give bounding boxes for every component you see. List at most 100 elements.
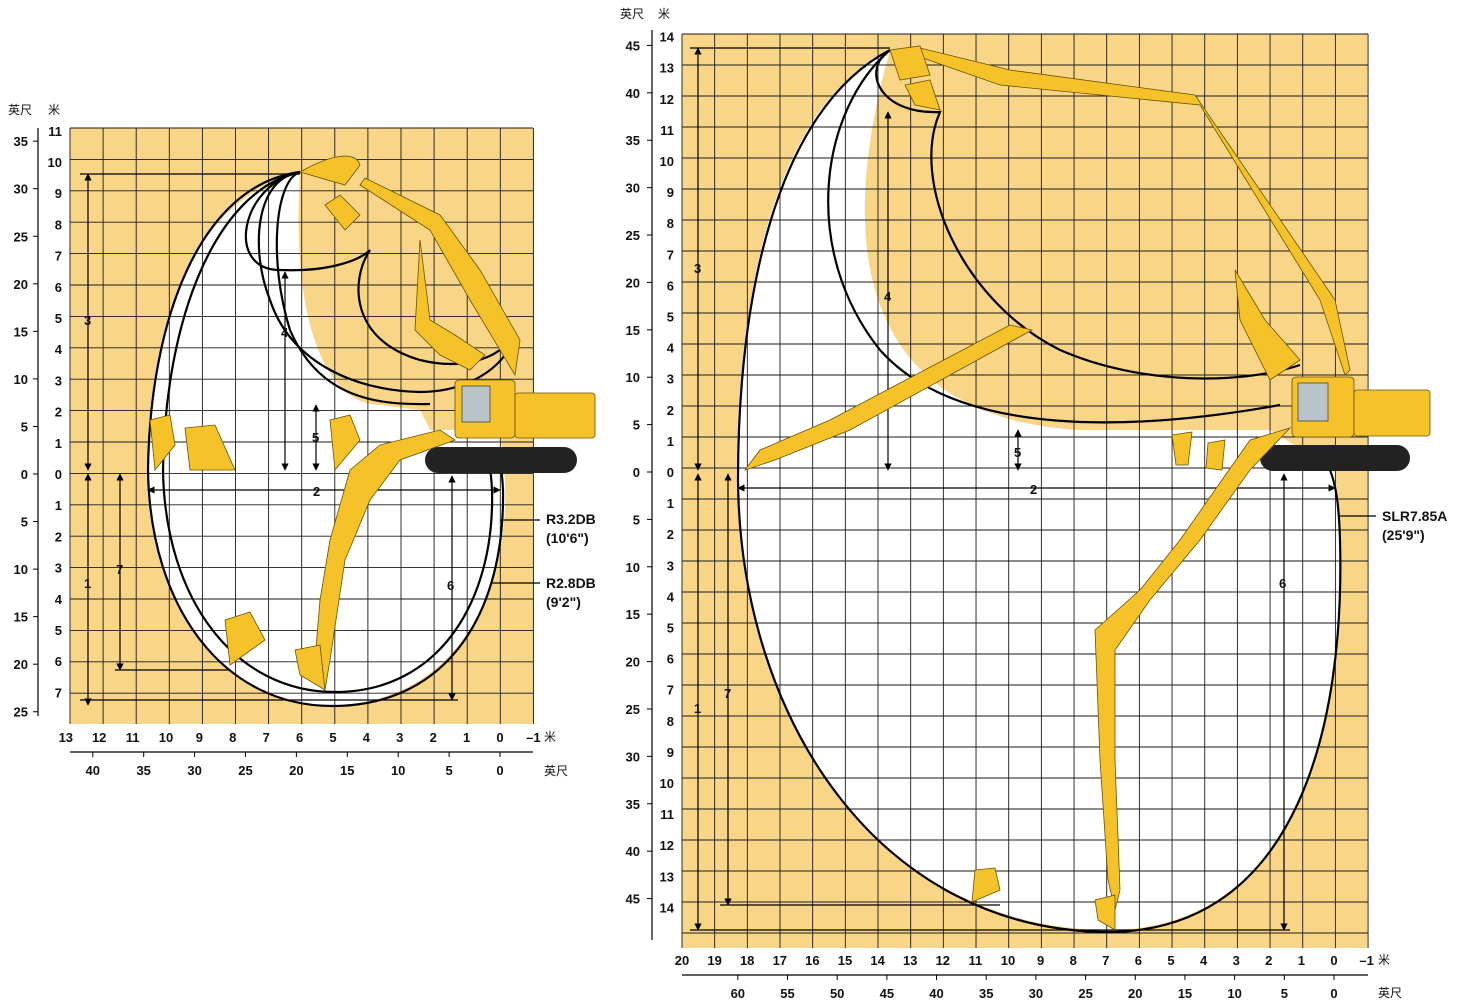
y-meters-tick: 11 [660, 807, 674, 822]
x-meters-tick: 15 [838, 953, 852, 968]
y-feet-tick: 20 [14, 277, 28, 292]
y-meters-tick: 14 [660, 900, 675, 915]
y-meters-tick: 1 [667, 434, 674, 449]
y-meters-tick: 9 [55, 186, 62, 201]
x-feet-tick: 10 [1227, 986, 1241, 1001]
excavator-icon-long-reach [743, 45, 1431, 931]
y-feet-tick: 0 [633, 465, 640, 480]
y-feet-tick: 30 [626, 181, 640, 196]
y-feet-tick: 45 [626, 38, 640, 53]
x-feet-tick: 20 [1128, 986, 1142, 1001]
y-meters-tick: 2 [55, 529, 62, 544]
x-meters-tick: –1 [1359, 953, 1373, 968]
chart-right-x-meters-ticks: 20 19 18 17 16 15 14 13 12 11 10 9 8 7 6 5 4 3 2 1 0 –1 [675, 953, 1374, 968]
y-meters-tick: 8 [667, 216, 674, 231]
x-feet-tick: 40 [86, 763, 100, 778]
chart-right-unit-feet-x: 英尺 [1378, 986, 1402, 1000]
x-meters-tick: –1 [526, 730, 540, 745]
y-meters-tick: 2 [667, 403, 674, 418]
y-meters-tick: 1 [55, 436, 62, 451]
envelope-inner-left-1 [244, 170, 511, 366]
y-feet-tick: 20 [626, 655, 640, 670]
y-meters-tick: 12 [660, 838, 674, 853]
y-meters-tick: 1 [55, 498, 62, 513]
callout-r32db: R3.2DB [546, 511, 596, 527]
y-feet-tick: 40 [626, 844, 640, 859]
dim-left-label-4: 4 [281, 325, 289, 340]
x-feet-tick: 25 [238, 763, 252, 778]
x-meters-tick: 2 [430, 730, 437, 745]
dim-right-label-2: 2 [1030, 482, 1037, 497]
x-feet-tick: 55 [780, 986, 794, 1001]
y-meters-tick: 9 [667, 185, 674, 200]
y-feet-tick: 30 [626, 749, 640, 764]
x-meters-tick: 12 [936, 953, 950, 968]
y-feet-tick: 35 [626, 133, 640, 148]
y-feet-tick: 0 [21, 467, 28, 482]
excavator-icon [149, 155, 596, 691]
y-feet-tick: 25 [626, 702, 640, 717]
x-meters-tick: 6 [296, 730, 303, 745]
y-meters-tick: 11 [660, 123, 674, 138]
y-meters-tick: 7 [667, 683, 674, 698]
x-meters-tick: 1 [463, 730, 470, 745]
y-meters-tick: 6 [55, 280, 62, 295]
y-meters-tick: 0 [55, 467, 62, 482]
chart-right: 141312111098765432101234567891011121314 … [620, 7, 1447, 1001]
x-meters-tick: 3 [396, 730, 403, 745]
y-meters-tick: 10 [660, 776, 674, 791]
y-feet-tick: 35 [626, 797, 640, 812]
chart-left-x-feet-ticks: 40 35 30 25 20 15 10 5 0 [86, 752, 504, 778]
y-feet-tick: 10 [626, 370, 640, 385]
y-meters-tick: 3 [55, 373, 62, 388]
envelope-inner-left-3 [275, 170, 431, 406]
x-feet-tick: 5 [1281, 986, 1288, 1001]
y-meters-tick: 10 [48, 155, 62, 170]
y-feet-tick: 10 [14, 372, 28, 387]
x-meters-tick: 10 [1001, 953, 1015, 968]
y-meters-tick: 13 [660, 869, 674, 884]
x-meters-tick: 7 [1102, 953, 1109, 968]
x-meters-tick: 11 [126, 730, 140, 745]
chart-left-unit-meters-x: 米 [544, 730, 556, 744]
y-meters-tick: 14 [660, 30, 675, 45]
dim-left-label-6: 6 [447, 578, 454, 593]
x-meters-tick: 0 [496, 730, 503, 745]
callout-slr785a: SLR7.85A [1382, 508, 1447, 524]
chart-right-unit-feet-y: 英尺 [620, 7, 644, 21]
chart-left-unit-feet-y: 英尺 [8, 103, 32, 117]
dim-right-label-7: 7 [724, 686, 731, 701]
x-feet-tick: 15 [1178, 986, 1192, 1001]
y-feet-tick: 5 [633, 512, 640, 527]
x-meters-tick: 5 [329, 730, 336, 745]
y-feet-tick: 15 [14, 610, 28, 625]
y-meters-tick: 12 [660, 92, 674, 107]
x-feet-tick: 45 [880, 986, 894, 1001]
x-feet-tick: 0 [1330, 986, 1337, 1001]
y-meters-tick: 7 [55, 685, 62, 700]
y-meters-tick: 7 [55, 249, 62, 264]
x-feet-tick: 35 [136, 763, 150, 778]
y-meters-tick: 5 [667, 621, 674, 636]
chart-right-y-feet-ticks: 45 40 35 30 25 20 15 10 5 0 5 10 15 20 25 30 35 40 45 [626, 38, 652, 907]
y-meters-tick: 3 [667, 558, 674, 573]
x-meters-tick: 4 [1200, 953, 1208, 968]
x-meters-tick: 2 [1265, 953, 1272, 968]
y-meters-tick: 8 [55, 217, 62, 232]
y-meters-tick: 8 [667, 714, 674, 729]
dim-right-label-4: 4 [884, 289, 892, 304]
y-meters-tick: 4 [667, 341, 675, 356]
x-meters-tick: 6 [1135, 953, 1142, 968]
y-feet-tick: 25 [14, 229, 28, 244]
x-meters-tick: 20 [675, 953, 689, 968]
chart-right-x-feet-ticks: 60 55 50 45 40 35 30 25 20 15 10 5 0 [731, 975, 1338, 1001]
dim-left-label-2: 2 [313, 484, 320, 499]
x-meters-tick: 3 [1233, 953, 1240, 968]
callout-slr785a-length: (25'9") [1382, 527, 1425, 543]
x-meters-tick: 14 [870, 953, 885, 968]
callout-r28db: R2.8DB [546, 575, 596, 591]
x-feet-tick: 50 [830, 986, 844, 1001]
y-feet-tick: 10 [626, 560, 640, 575]
